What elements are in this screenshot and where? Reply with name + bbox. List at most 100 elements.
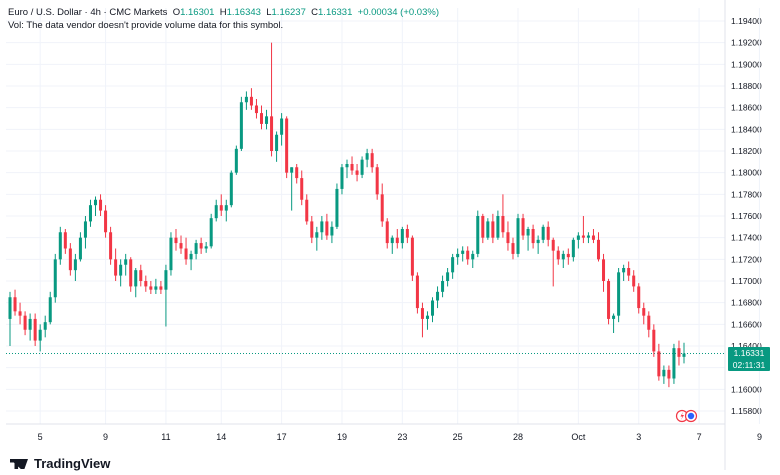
low-value: 1.16237 bbox=[271, 7, 306, 18]
candle-body bbox=[63, 232, 67, 249]
candle-body bbox=[285, 118, 289, 173]
low-label: L bbox=[266, 7, 272, 18]
candle-body bbox=[355, 170, 359, 175]
open-value: 1.16301 bbox=[180, 7, 215, 18]
chart-annotation-icons[interactable] bbox=[675, 409, 699, 423]
candle-body bbox=[189, 253, 193, 260]
tradingview-logo-icon bbox=[10, 459, 28, 469]
y-tick-label: 1.18200 bbox=[731, 146, 762, 156]
candle-body bbox=[229, 172, 233, 206]
y-tick-label: 1.17600 bbox=[731, 211, 762, 221]
candle-body bbox=[340, 167, 344, 189]
candle-body bbox=[436, 291, 440, 301]
candle-body bbox=[315, 232, 319, 238]
candle-body bbox=[385, 221, 389, 244]
candle-body bbox=[325, 221, 329, 236]
x-tick-label: Oct bbox=[571, 432, 586, 442]
candle-body bbox=[395, 237, 399, 244]
x-tick-label: 14 bbox=[216, 432, 226, 442]
candle-body bbox=[104, 210, 108, 233]
candle-body bbox=[204, 246, 208, 249]
volume-note: Vol: The data vendor doesn't provide vol… bbox=[8, 20, 284, 31]
candle-body bbox=[602, 259, 606, 281]
candle-body bbox=[375, 167, 379, 195]
candle-body bbox=[591, 235, 595, 240]
candle-body bbox=[632, 275, 636, 287]
candle-body bbox=[531, 229, 535, 244]
symbol-header: Euro / U.S. Dollar · 4h · CMC Markets O1… bbox=[8, 7, 439, 18]
candle-body bbox=[667, 369, 671, 379]
candle-body bbox=[586, 235, 590, 238]
candle-body bbox=[109, 232, 113, 260]
candle-body bbox=[390, 237, 394, 244]
candle-body bbox=[209, 218, 213, 247]
candle-body bbox=[224, 205, 228, 211]
candle-body bbox=[345, 164, 349, 168]
x-tick-label: 7 bbox=[697, 432, 702, 442]
x-tick-label: 9 bbox=[757, 432, 762, 442]
candle-body bbox=[461, 250, 465, 254]
candle-body bbox=[53, 259, 57, 298]
candle-body bbox=[441, 281, 445, 292]
candle-body bbox=[456, 253, 460, 258]
candle-body bbox=[627, 268, 631, 276]
candle-body bbox=[446, 272, 450, 281]
candle-body bbox=[541, 226, 545, 240]
candle-body bbox=[405, 229, 409, 238]
candle-body bbox=[199, 243, 203, 249]
candle-body bbox=[380, 194, 384, 222]
high-value: 1.16343 bbox=[226, 7, 261, 18]
candle-body bbox=[33, 318, 37, 341]
candle-body bbox=[647, 315, 651, 330]
candle-body bbox=[159, 286, 163, 290]
candle-body bbox=[657, 351, 661, 377]
candle-body bbox=[672, 348, 676, 379]
candle-body bbox=[124, 259, 128, 265]
candle-body bbox=[320, 221, 324, 233]
candle-body bbox=[491, 221, 495, 238]
candle-body bbox=[430, 300, 435, 316]
y-tick-label: 1.16600 bbox=[731, 319, 762, 329]
candle-body bbox=[300, 178, 304, 200]
candle-body bbox=[425, 315, 429, 319]
close-label: C bbox=[311, 7, 319, 18]
tradingview-logo[interactable]: TradingView bbox=[10, 456, 110, 471]
candle-body bbox=[506, 232, 510, 244]
last-price-value: 1.16331 bbox=[733, 348, 765, 358]
candle-body bbox=[83, 221, 87, 238]
candle-body bbox=[607, 281, 611, 319]
candle-body bbox=[43, 322, 47, 330]
candle-body bbox=[270, 116, 274, 151]
candle-body bbox=[496, 216, 500, 238]
candle-body bbox=[521, 218, 525, 236]
candle-body bbox=[481, 216, 485, 238]
candle-body bbox=[48, 297, 52, 323]
candle-body bbox=[249, 96, 253, 106]
x-tick-label: 28 bbox=[513, 432, 523, 442]
candle-body bbox=[28, 318, 32, 330]
candle-body bbox=[511, 243, 515, 254]
symbol-name[interactable]: Euro / U.S. Dollar · 4h · CMC Markets bbox=[8, 7, 168, 18]
candle-body bbox=[219, 205, 223, 211]
candle-body bbox=[642, 308, 646, 316]
y-tick-label: 1.17200 bbox=[731, 254, 762, 264]
candle-body bbox=[677, 348, 681, 357]
candle-body bbox=[637, 286, 641, 309]
bar-countdown: 02:11:31 bbox=[732, 360, 766, 370]
x-tick-label: 11 bbox=[161, 432, 170, 442]
x-tick-label: 17 bbox=[277, 432, 287, 442]
candle-body bbox=[93, 199, 98, 206]
candle-body bbox=[561, 253, 565, 260]
candle-body bbox=[139, 270, 143, 281]
close-value: 1.16331 bbox=[318, 7, 353, 18]
candle-body bbox=[415, 275, 419, 309]
candle-body bbox=[38, 329, 42, 341]
candle-body bbox=[184, 248, 188, 260]
candle-body bbox=[290, 167, 294, 173]
y-tick-label: 1.18000 bbox=[731, 168, 762, 178]
candle-body bbox=[476, 216, 480, 254]
candle-body bbox=[335, 188, 339, 227]
candle-body bbox=[174, 237, 178, 244]
